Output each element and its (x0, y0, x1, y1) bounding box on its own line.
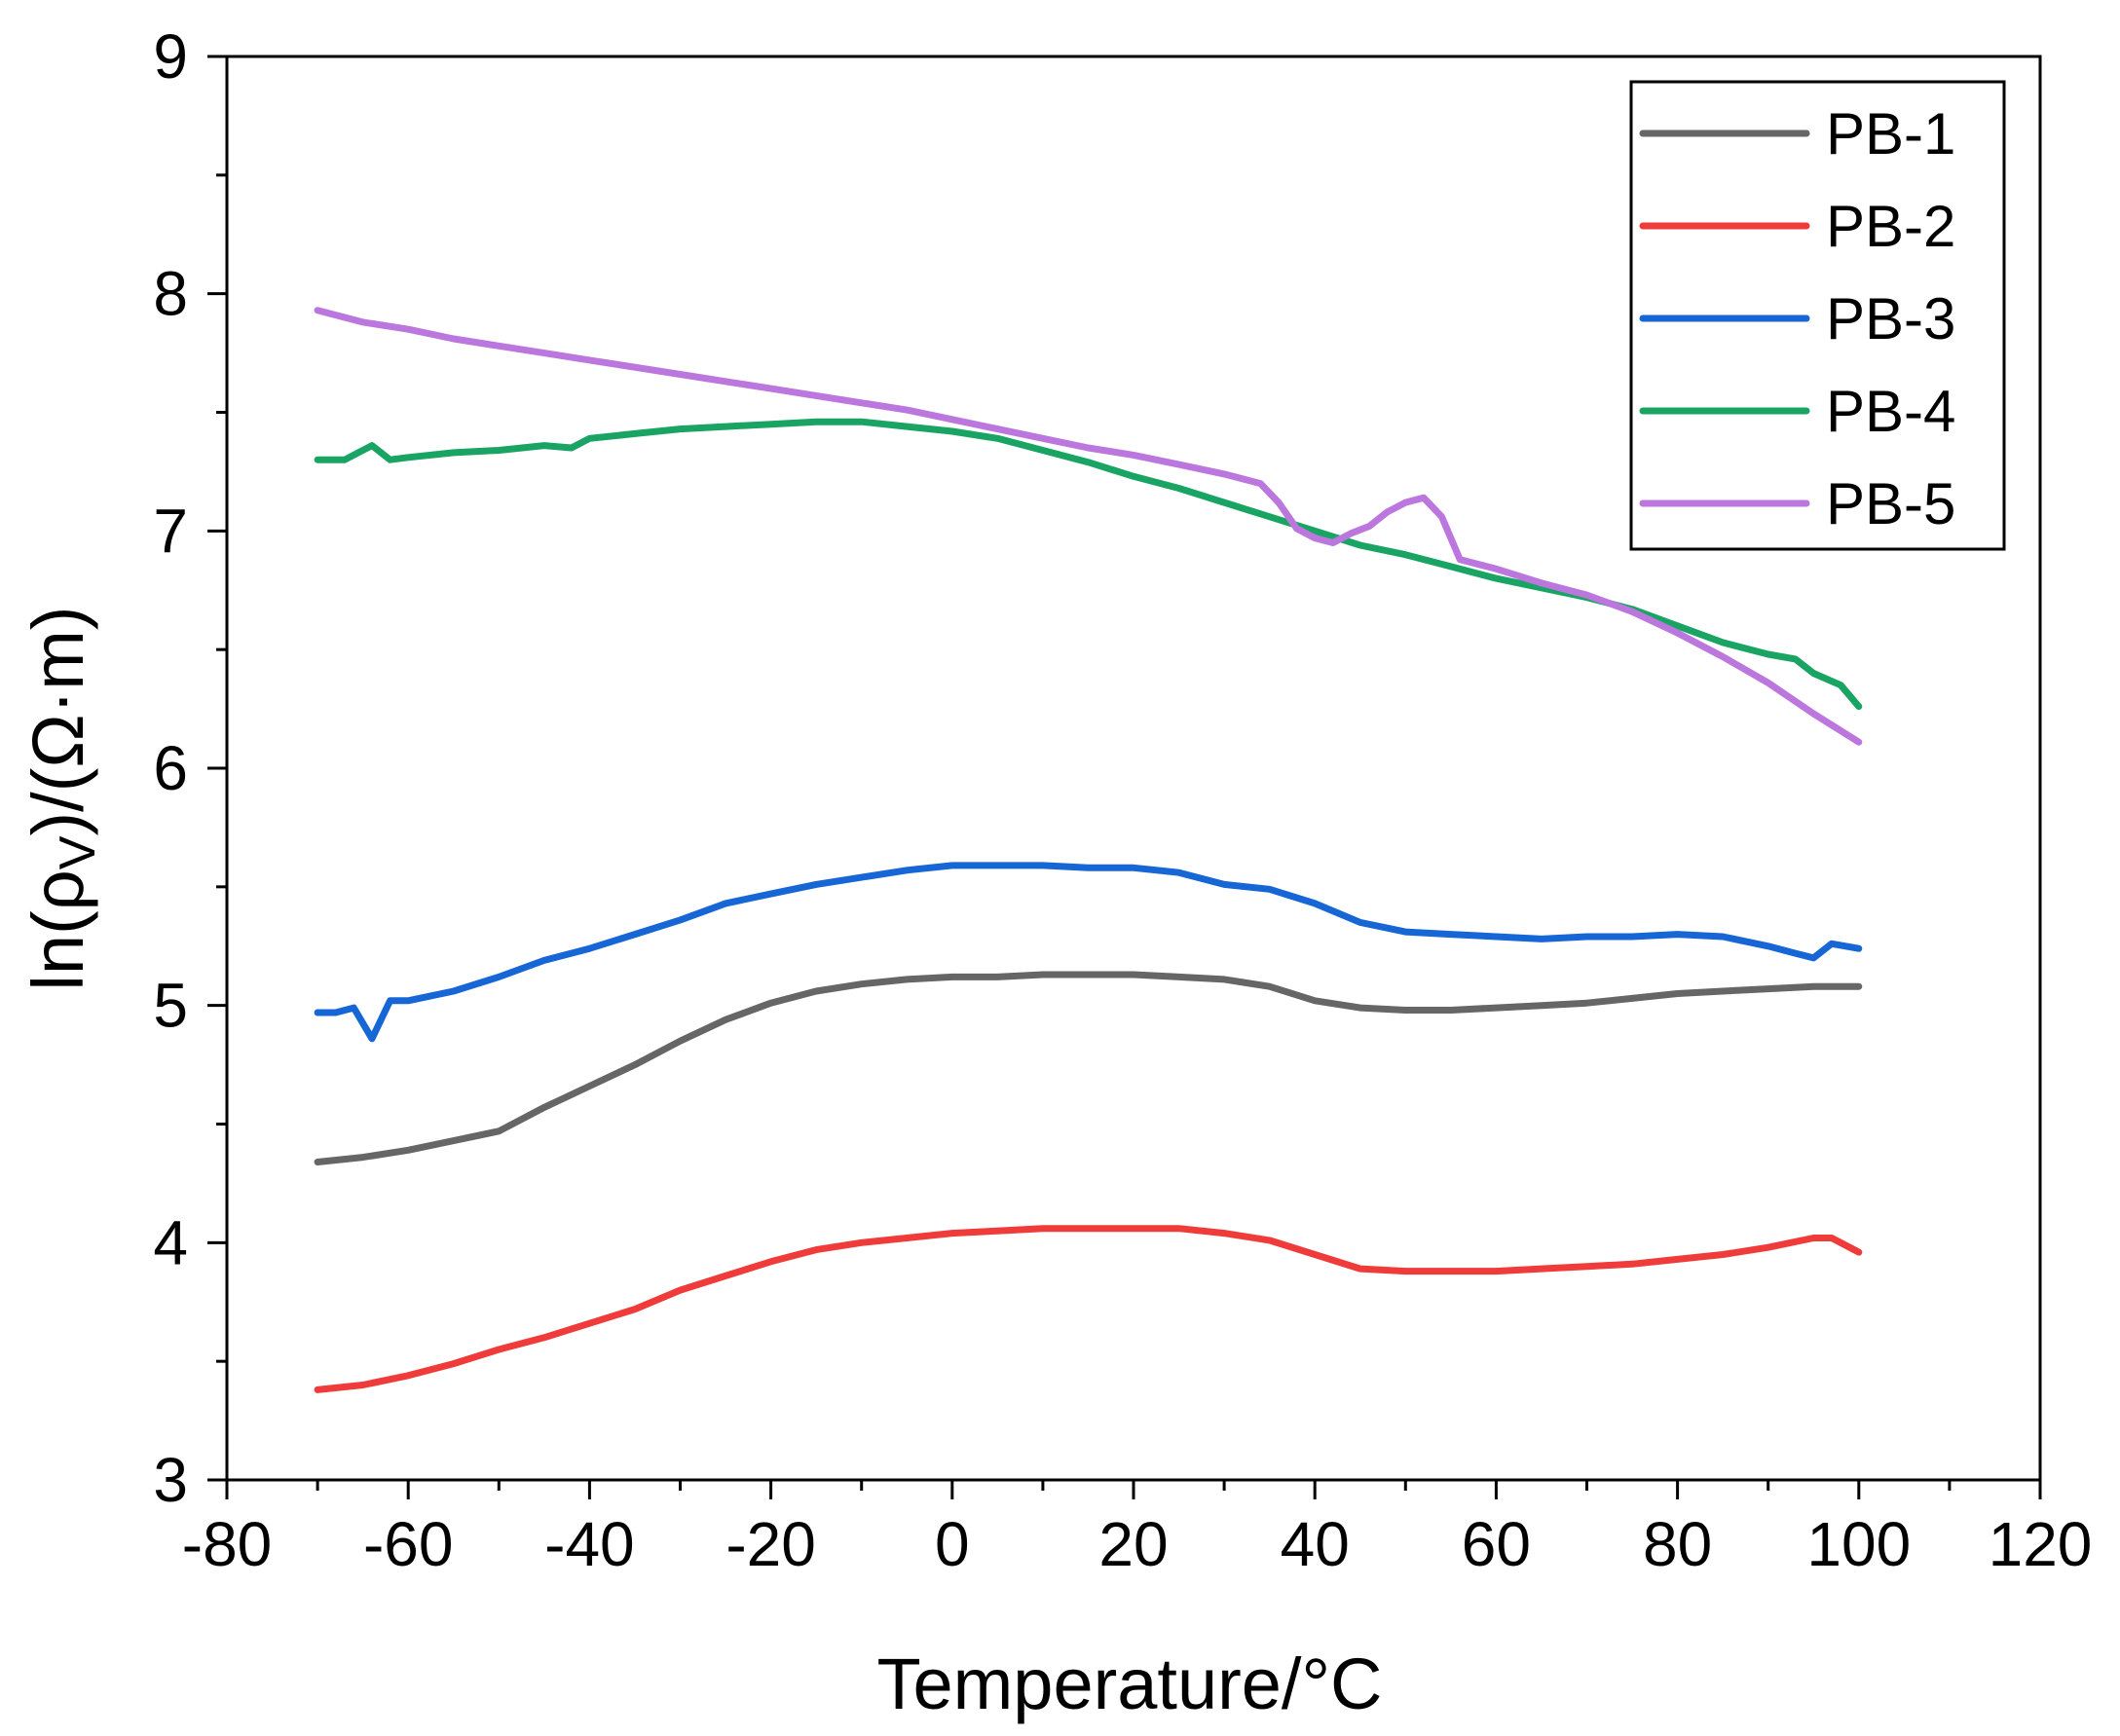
x-tick-label: -60 (363, 1509, 454, 1579)
legend-label-pb-3: PB-3 (1826, 286, 1955, 351)
x-tick-label: -20 (725, 1509, 816, 1579)
series-line-pb-1 (314, 971, 1863, 1165)
y-axis-title: ln(ρV)/(Ω·m) (18, 606, 106, 990)
x-tick-label: 60 (1462, 1509, 1531, 1579)
legend-label-pb-5: PB-5 (1826, 471, 1955, 536)
y-tick-label: 3 (153, 1445, 188, 1515)
legend-label-pb-1: PB-1 (1826, 101, 1955, 166)
y-tick-label: 4 (153, 1207, 188, 1277)
y-tick-label: 7 (153, 496, 188, 566)
x-tick-label: 120 (1989, 1509, 2093, 1579)
x-tick-label: -40 (544, 1509, 635, 1579)
y-tick-label: 9 (153, 21, 188, 92)
y-tick-label: 6 (153, 733, 188, 803)
series-line-pb-2 (314, 1225, 1863, 1393)
axes: -80 -60 -40 -20 0 20 40 60 80 100 120 3 4 5 6 7 8 9 (153, 21, 2092, 1579)
y-axis-title-subscript: V (50, 835, 106, 869)
x-axis-title: Temperature/°C (876, 1644, 1382, 1724)
x-tick-label: 100 (1806, 1509, 1911, 1579)
x-tick-label: 40 (1281, 1509, 1350, 1579)
y-tick-label: 8 (153, 259, 188, 329)
x-tick-label: 20 (1098, 1509, 1168, 1579)
series-line-pb-4 (314, 418, 1863, 711)
y-tick-label: 5 (153, 971, 188, 1041)
legend: PB-1 PB-2 PB-3 PB-4 PB-5 (1629, 80, 2006, 551)
series-line-pb-3 (314, 862, 1863, 1043)
legend-label-pb-4: PB-4 (1826, 379, 1955, 444)
x-tick-label: -80 (182, 1509, 273, 1579)
x-tick-label: 80 (1643, 1509, 1712, 1579)
y-axis-title-suffix: )/(Ω·m) (18, 606, 98, 835)
legend-label-pb-2: PB-2 (1826, 194, 1955, 259)
series-layer (314, 307, 1863, 1393)
y-axis-title-prefix: ln(ρ (18, 869, 98, 990)
legend-items: PB-1 PB-2 PB-3 PB-4 PB-5 (1639, 101, 1955, 536)
x-tick-label: 0 (935, 1509, 970, 1579)
series-line-pb-5 (314, 307, 1863, 746)
